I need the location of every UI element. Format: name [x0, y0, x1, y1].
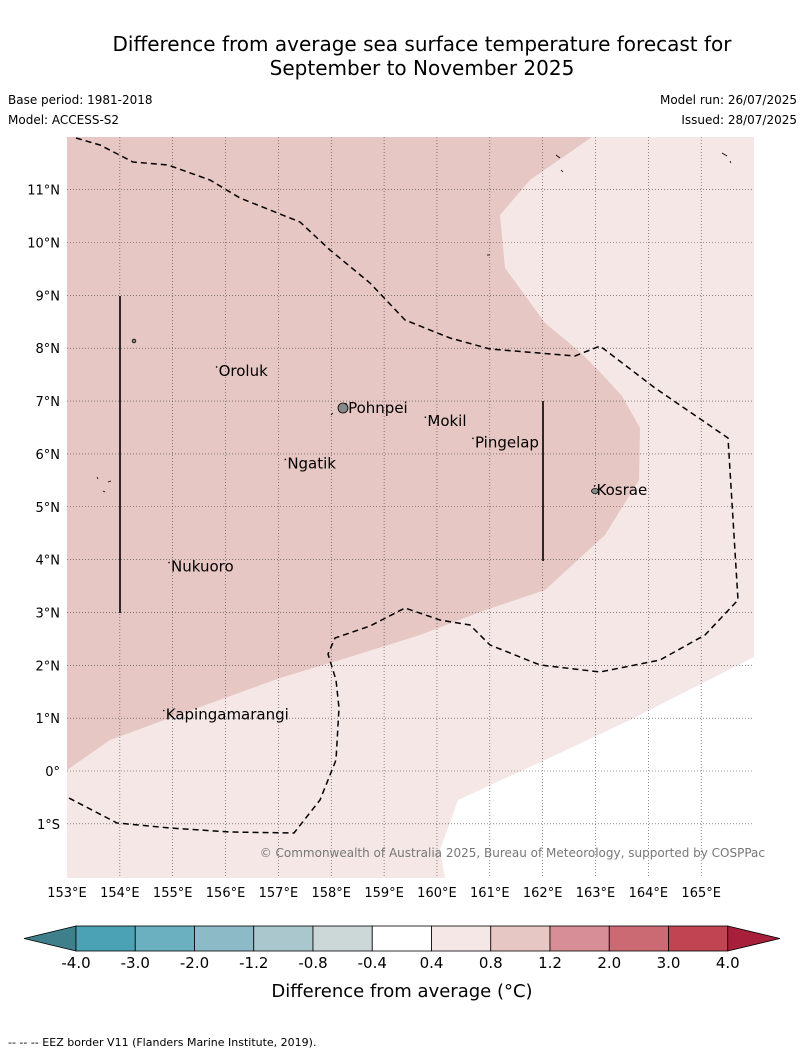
- legend-swatch: [549, 925, 610, 952]
- title-line-2: September to November 2025: [269, 56, 575, 80]
- legend-tick-label: 2.0: [597, 954, 621, 972]
- lon-tick-label: 156°E: [206, 886, 246, 901]
- lat-tick-label: 2°N: [36, 659, 61, 674]
- legend-tick-label: -1.2: [239, 954, 268, 972]
- lat-tick-label: 7°N: [36, 395, 61, 410]
- eez-border: [66, 137, 739, 834]
- legend-tick-label: -4.0: [61, 954, 90, 972]
- legend-arrow-high: [727, 925, 781, 952]
- lon-tick-label: 154°E: [100, 886, 140, 901]
- place-marker: [472, 437, 474, 440]
- legend-swatch: [490, 925, 551, 952]
- lon-tick-label: 158°E: [311, 886, 351, 901]
- lon-tick-label: 159°E: [364, 886, 404, 901]
- issued-date: Issued: 28/07/2025: [681, 113, 797, 127]
- lon-tick-label: 163°E: [576, 886, 616, 901]
- lon-tick-label: 160°E: [417, 886, 457, 901]
- longitude-labels: 153°E 154°E 155°E 156°E 157°E 158°E 159°E 160°E…: [47, 886, 721, 901]
- atoll-north-2: [721, 152, 732, 164]
- model-run-date: Model run: 26/07/2025: [659, 93, 797, 107]
- lon-tick-label: 165°E: [681, 886, 721, 901]
- title-line-1: Difference from average sea surface temp…: [112, 32, 732, 56]
- legend-tick-label: 3.0: [657, 954, 681, 972]
- place-marker: [284, 458, 287, 461]
- atoll-west: [96, 476, 112, 493]
- lon-tick-label: 162°E: [523, 886, 563, 901]
- place-label: Ngatik: [287, 454, 336, 472]
- legend-tick-label: -0.8: [298, 954, 327, 972]
- anomaly-band-neutral: [440, 657, 754, 878]
- legend-arrow-low: [23, 925, 77, 952]
- lat-tick-label: 11°N: [27, 184, 60, 199]
- place-marker: [215, 366, 218, 368]
- place-labels: Oroluk Pohnpei Mokil Pingelap Ngatik Kosrae Nu…: [162, 362, 648, 724]
- legend-title: Difference from average (°C): [271, 981, 532, 1002]
- place-marker: [168, 561, 170, 564]
- island-west: [131, 338, 137, 344]
- kosrae-island: [591, 488, 599, 494]
- legend-swatch: [253, 925, 314, 952]
- lon-tick-label: 157°E: [259, 886, 299, 901]
- map-title: Difference from average sea surface temp…: [0, 32, 804, 80]
- legend-swatch: [668, 925, 729, 952]
- colour-bar: -4.0 -3.0 -2.0 -1.2 -0.8 -0.4 0.4 0.8 1.2 2.0 3.0 4…: [23, 925, 781, 972]
- legend-tick-label: -3.0: [121, 954, 150, 972]
- place-label: Pohnpei: [348, 399, 408, 417]
- lat-tick-label: 1°N: [36, 712, 61, 727]
- place-label: Pingelap: [475, 433, 539, 451]
- model-name: Model: ACCESS-S2: [8, 113, 120, 127]
- forecast-map: Oroluk Pohnpei Mokil Pingelap Ngatik Kosrae Nu…: [23, 137, 781, 1002]
- lat-tick-label: 8°N: [36, 342, 61, 357]
- islands: [96, 152, 732, 494]
- lon-tick-label: 155°E: [153, 886, 193, 901]
- place-label: Kapingamarangi: [166, 706, 289, 724]
- lat-tick-label: 0°: [45, 765, 60, 780]
- legend-swatch: [608, 925, 669, 952]
- lat-tick-label: 1°S: [37, 818, 60, 833]
- legend-tick-label: 0.4: [420, 954, 444, 972]
- place-marker: [593, 485, 596, 487]
- legend-swatch: [312, 925, 373, 952]
- graticule: [67, 137, 754, 878]
- lat-tick-label: 9°N: [36, 289, 61, 304]
- lon-tick-label: 164°E: [629, 886, 669, 901]
- legend-swatch: [75, 925, 136, 952]
- place-marker: [345, 403, 347, 405]
- legend-swatch: [134, 925, 195, 952]
- base-period: Base period: 1981-2018: [8, 93, 153, 107]
- lon-tick-label: 161°E: [470, 886, 510, 901]
- eez-footnote: -- -- -- EEZ border V11 (Flanders Marine…: [8, 1036, 317, 1049]
- pohnpei-island: [337, 402, 349, 414]
- legend-tick-label: 1.2: [538, 954, 562, 972]
- legend-swatch: [194, 925, 255, 952]
- place-marker: [162, 709, 165, 712]
- lat-tick-label: 4°N: [36, 554, 61, 569]
- copyright-text: © Commonwealth of Australia 2025, Bureau…: [260, 846, 765, 860]
- lat-tick-label: 5°N: [36, 501, 61, 516]
- lat-tick-label: 3°N: [36, 606, 61, 621]
- legend-tick-label: 0.8: [479, 954, 503, 972]
- lon-tick-label: 153°E: [47, 886, 87, 901]
- legend-swatch: [371, 925, 432, 952]
- boundary-lines: [119, 296, 544, 613]
- legend-swatch: [431, 925, 492, 952]
- atoll-north-1: [555, 154, 564, 173]
- legend-tick-label: 4.0: [716, 954, 740, 972]
- island-pohnpei-side: [330, 412, 334, 416]
- place-label: Oroluk: [219, 362, 268, 380]
- place-label: Kosrae: [597, 481, 648, 499]
- legend-tick-label: -2.0: [180, 954, 209, 972]
- legend-tick-label: -0.4: [358, 954, 387, 972]
- eez-border-north: [66, 137, 739, 834]
- lat-tick-label: 6°N: [36, 448, 61, 463]
- place-label: Mokil: [427, 412, 466, 430]
- latitude-labels: 11°N 10°N 9°N 8°N 7°N 6°N 5°N 4°N 3°N 2°N 1°N 0° 1°S: [27, 184, 60, 833]
- lat-tick-label: 10°N: [27, 237, 60, 252]
- place-label: Nukuoro: [171, 558, 234, 576]
- place-marker: [424, 416, 427, 418]
